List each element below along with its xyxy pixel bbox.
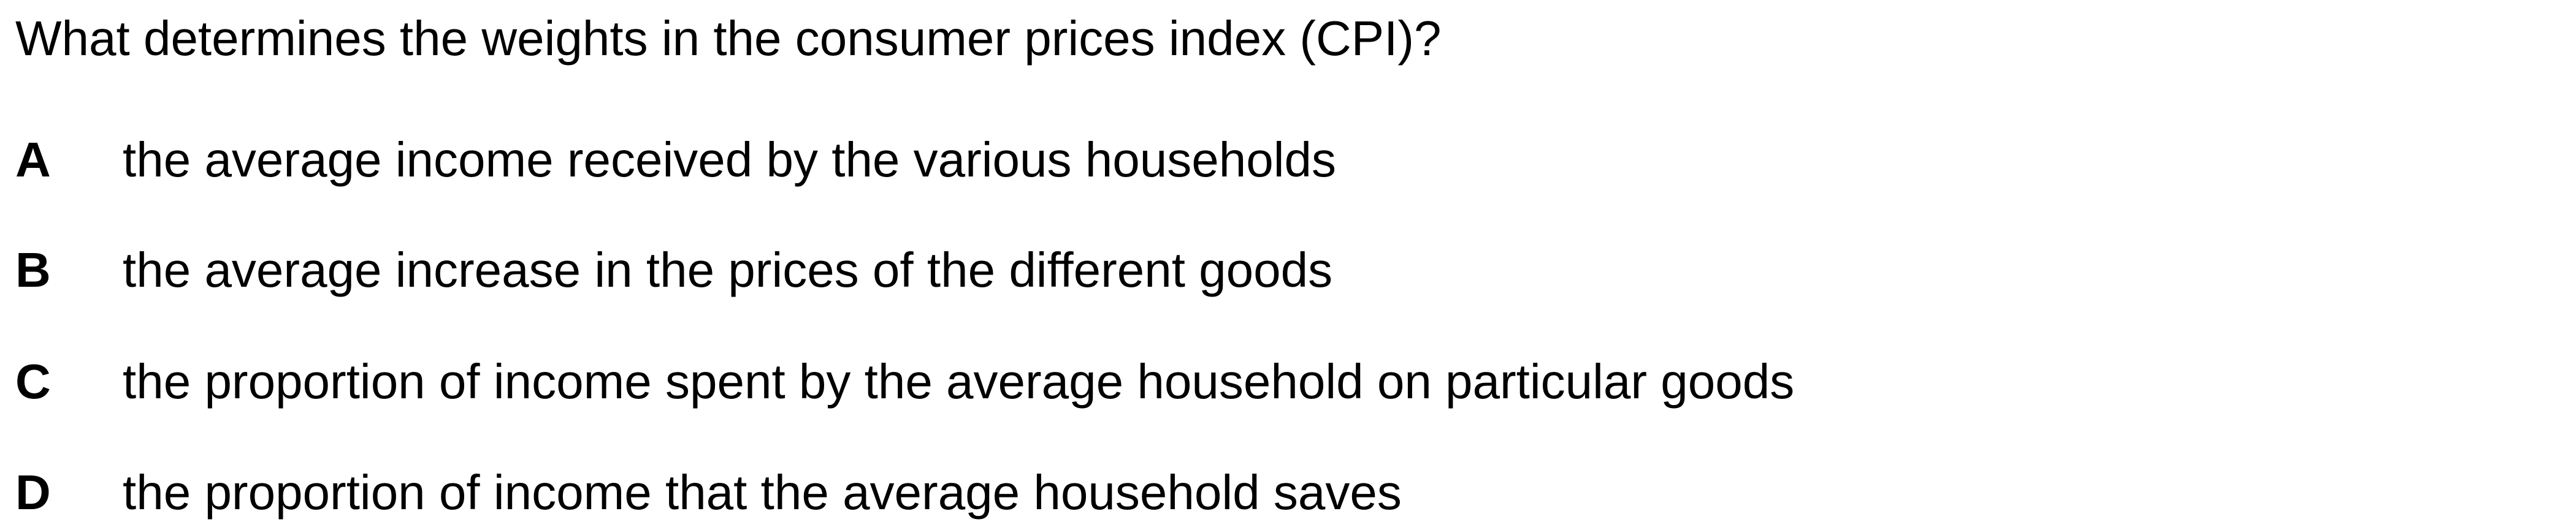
- option-d-text: the proportion of income that the averag…: [123, 465, 1402, 520]
- option-a-text: the average income received by the vario…: [123, 132, 1336, 187]
- option-b-letter: B: [15, 243, 51, 297]
- option-b-text: the average increase in the prices of th…: [123, 243, 1333, 297]
- option-d-letter: D: [15, 465, 51, 520]
- option-c-text: the proportion of income spent by the av…: [123, 354, 1795, 409]
- option-c-letter: C: [15, 354, 51, 409]
- option-a-letter: A: [15, 132, 51, 187]
- question-text: What determines the weights in the consu…: [15, 11, 1442, 66]
